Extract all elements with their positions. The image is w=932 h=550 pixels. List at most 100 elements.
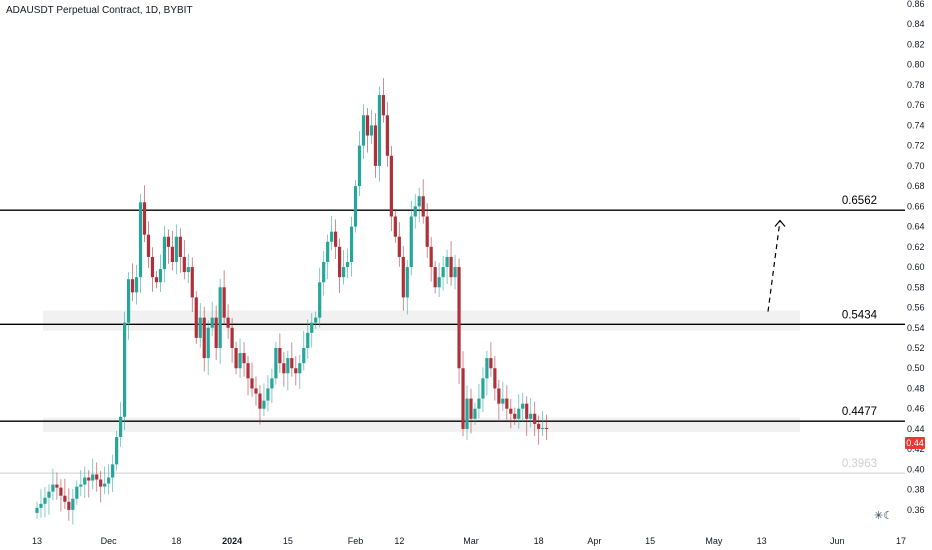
- y-tick-label: 0.62: [907, 242, 925, 252]
- candle-body: [51, 484, 55, 492]
- candle-body: [119, 416, 123, 438]
- price-axis[interactable]: 0.360.380.400.420.440.460.480.500.520.54…: [907, 0, 925, 515]
- projection-arrowhead: [774, 219, 786, 227]
- candle-body: [286, 358, 290, 374]
- candle-body: [67, 501, 71, 510]
- candle-body: [178, 236, 182, 257]
- candle-body: [246, 363, 250, 379]
- candle-body: [150, 256, 155, 278]
- candle-body: [421, 196, 425, 217]
- candle-body: [122, 322, 127, 417]
- candle-body: [357, 145, 362, 187]
- x-tick-label: 12: [394, 536, 404, 546]
- candle-body: [134, 277, 139, 293]
- candle-body: [310, 322, 314, 333]
- candle-body: [278, 348, 282, 364]
- candle-body: [529, 413, 533, 419]
- candle-body: [39, 503, 43, 508]
- candle-body: [87, 477, 91, 481]
- candle-body: [425, 216, 429, 247]
- candle-body: [274, 348, 278, 379]
- y-tick-label: 0.54: [907, 323, 925, 333]
- candle-body: [517, 408, 521, 419]
- candle-body: [262, 400, 266, 409]
- y-tick-label: 0.74: [907, 120, 925, 130]
- candle-body: [389, 155, 393, 217]
- candle-body: [314, 317, 318, 323]
- zone-band: [43, 417, 800, 432]
- candle-body: [318, 282, 322, 318]
- candle-body: [182, 256, 186, 273]
- y-tick-label: 0.84: [907, 19, 925, 29]
- chart-title: ADAUSDT Perpetual Contract, 1D, BYBIT: [6, 5, 193, 16]
- candle-body: [409, 216, 413, 268]
- candle-body: [107, 477, 111, 484]
- candle-body: [282, 363, 286, 374]
- candle-body: [477, 398, 481, 409]
- candle-body: [453, 267, 457, 278]
- candle-body: [222, 287, 226, 318]
- y-tick-label: 0.64: [907, 222, 925, 232]
- candle-body: [103, 483, 107, 487]
- level-label: 0.4477: [842, 406, 877, 418]
- candle-body: [322, 262, 326, 283]
- candle-body: [533, 413, 537, 424]
- candle-body: [397, 236, 401, 257]
- candle-body: [449, 256, 453, 278]
- x-tick-label: Feb: [348, 536, 364, 546]
- candle-body: [461, 368, 465, 429]
- candle-body: [445, 256, 449, 268]
- x-tick-label: 15: [283, 536, 293, 546]
- projection-arrow: [767, 219, 786, 312]
- candle-body: [63, 495, 67, 502]
- candle-body: [441, 267, 445, 278]
- last-price-tag: 0.44: [905, 437, 925, 449]
- candle-body: [337, 246, 342, 278]
- candle-body: [330, 231, 334, 242]
- y-tick-label: 0.66: [907, 201, 925, 211]
- candle-body: [401, 256, 405, 298]
- y-tick-label: 0.68: [907, 181, 925, 191]
- y-tick-label: 0.44: [907, 424, 925, 434]
- candle-body: [365, 115, 370, 136]
- candle-body: [91, 474, 95, 481]
- level-label: 0.6562: [842, 195, 877, 207]
- y-tick-label: 0.80: [907, 60, 925, 70]
- candle-body: [79, 484, 83, 487]
- candle-body: [138, 202, 143, 278]
- candle-body: [298, 363, 302, 374]
- candle-body: [290, 358, 294, 369]
- candle-body: [381, 95, 385, 116]
- candle-body: [509, 408, 513, 414]
- y-tick-label: 0.52: [907, 343, 925, 353]
- candle-body: [218, 287, 222, 348]
- candle-body: [186, 267, 190, 273]
- tradingview-logo-icon[interactable]: ✳☾: [874, 510, 894, 522]
- y-tick-label: 0.38: [907, 485, 925, 495]
- candle-body: [162, 236, 167, 270]
- candle-body: [513, 413, 517, 419]
- candle-body: [373, 125, 378, 166]
- x-tick-label: 17: [896, 536, 906, 546]
- x-tick-label: Dec: [101, 536, 118, 546]
- x-tick-label: 13: [32, 536, 42, 546]
- candle-body: [258, 393, 262, 409]
- horizontal-levels[interactable]: 0.6562 0.5434 0.4477 0.3963: [0, 195, 905, 474]
- time-axis[interactable]: 13 Dec 18 2024 15 Feb 12 Mar 18 Apr 15 May 13 Jun 17: [32, 536, 906, 546]
- candle-body: [71, 498, 75, 510]
- candle-body: [501, 398, 505, 404]
- y-tick-label: 0.78: [907, 80, 925, 90]
- candle-body: [413, 206, 417, 217]
- candle-body: [234, 348, 238, 369]
- candle-body: [369, 125, 374, 136]
- candle-body: [433, 267, 437, 288]
- candle-body: [473, 408, 477, 419]
- candle-body: [361, 115, 366, 146]
- candle-body: [341, 267, 346, 278]
- projection-line: [767, 220, 781, 312]
- candle-body: [457, 267, 461, 369]
- candle-body: [130, 279, 135, 293]
- candle-body: [99, 479, 103, 487]
- candle-body: [206, 327, 210, 359]
